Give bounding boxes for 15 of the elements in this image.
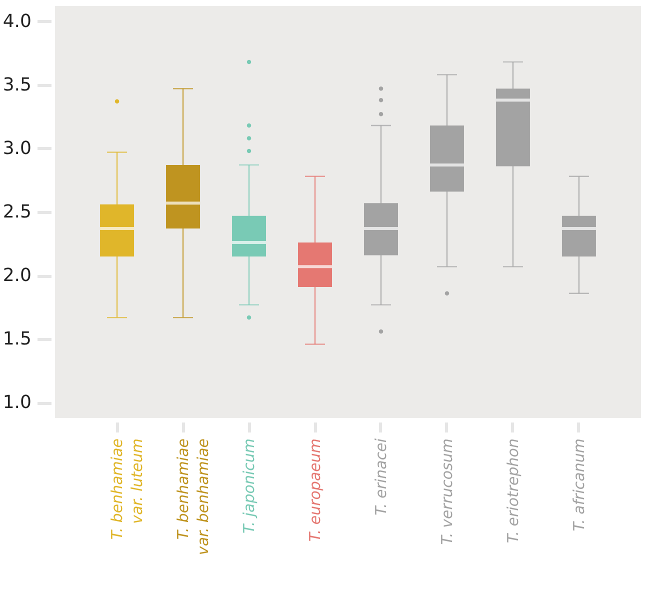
y-tick-label: 1.0 [2, 392, 32, 414]
x-tick-label: T. eriotrephon [504, 438, 522, 544]
x-tick-label: T. africanum [570, 438, 588, 532]
x-tick-label: T. erinacei [372, 438, 390, 516]
x-tick-label: T. europaeum [306, 438, 324, 542]
y-tick-label: 3.5 [2, 74, 32, 96]
x-tick-label: T. benhamiae var. luteum [108, 438, 146, 540]
x-tick-label: T. verrucosum [438, 438, 456, 545]
y-tick-label: 4.0 [2, 10, 32, 32]
y-tick-label: 2.5 [2, 202, 32, 222]
x-tick-label: T. benhamiae var. benhamiae [174, 438, 212, 556]
x-tick-label: T. japonicum [240, 438, 258, 534]
y-tick-label: 1.5 [2, 328, 32, 350]
y-tick-label: 2.0 [2, 265, 32, 286]
y-tick-label: 3.0 [2, 138, 32, 159]
